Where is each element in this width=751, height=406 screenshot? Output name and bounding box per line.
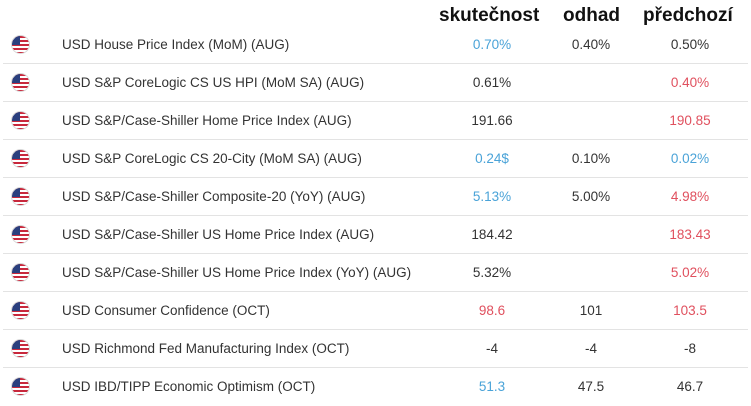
- event-row[interactable]: USD S&P/Case-Shiller Home Price Index (A…: [3, 102, 748, 140]
- actual-value: 0.61%: [472, 75, 512, 90]
- column-header-previous: předchozí: [643, 5, 733, 26]
- actual-value: 51.3: [478, 379, 506, 394]
- actual-value: 0.70%: [472, 37, 512, 52]
- previous-value: 0.50%: [670, 37, 710, 52]
- forecast-value: 0.10%: [571, 151, 611, 166]
- event-name[interactable]: USD IBD/TIPP Economic Optimism (OCT): [62, 379, 316, 394]
- previous-value: 183.43: [669, 227, 711, 242]
- actual-value: 0.24$: [475, 151, 509, 166]
- event-row[interactable]: USD House Price Index (MoM) (AUG) 0.70% …: [3, 26, 748, 64]
- event-row[interactable]: USD Consumer Confidence (OCT) 98.6 101 1…: [3, 292, 748, 330]
- event-name[interactable]: USD S&P/Case-Shiller US Home Price Index…: [62, 265, 412, 280]
- column-header-forecast: odhad: [563, 5, 620, 26]
- event-row[interactable]: USD S&P/Case-Shiller Composite-20 (YoY) …: [3, 178, 748, 216]
- event-name[interactable]: USD S&P/Case-Shiller Home Price Index (A…: [62, 113, 352, 128]
- us-flag-icon: [12, 340, 29, 357]
- actual-value: 5.32%: [472, 265, 512, 280]
- event-row[interactable]: USD S&P/Case-Shiller US Home Price Index…: [3, 254, 748, 292]
- event-row[interactable]: USD S&P CoreLogic CS US HPI (MoM SA) (AU…: [3, 64, 748, 102]
- actual-value: 98.6: [478, 303, 506, 318]
- actual-value: 184.42: [471, 227, 513, 242]
- previous-value: 46.7: [676, 379, 704, 394]
- previous-value: 4.98%: [670, 189, 710, 204]
- event-row[interactable]: USD S&P CoreLogic CS 20-City (MoM SA) (A…: [3, 140, 748, 178]
- event-name[interactable]: USD S&P/Case-Shiller US Home Price Index…: [62, 227, 375, 242]
- previous-value: 190.85: [669, 113, 711, 128]
- previous-value: -8: [683, 341, 696, 356]
- event-name[interactable]: USD S&P CoreLogic CS 20-City (MoM SA) (A…: [62, 151, 362, 166]
- us-flag-icon: [12, 378, 29, 395]
- previous-value: 0.40%: [670, 75, 710, 90]
- forecast-value: 0.40%: [571, 37, 611, 52]
- previous-value: 0.02%: [670, 151, 710, 166]
- previous-value: 103.5: [673, 303, 707, 318]
- forecast-value: 5.00%: [571, 189, 611, 204]
- us-flag-icon: [12, 150, 29, 167]
- us-flag-icon: [12, 112, 29, 129]
- event-name[interactable]: USD House Price Index (MoM) (AUG): [62, 37, 290, 52]
- forecast-value: -4: [584, 341, 597, 356]
- us-flag-icon: [12, 74, 29, 91]
- forecast-value: 101: [579, 303, 603, 318]
- us-flag-icon: [12, 302, 29, 319]
- event-row[interactable]: USD S&P/Case-Shiller US Home Price Index…: [3, 216, 748, 254]
- forecast-value: 47.5: [577, 379, 605, 394]
- event-list: USD House Price Index (MoM) (AUG) 0.70% …: [3, 26, 748, 406]
- us-flag-icon: [12, 188, 29, 205]
- us-flag-icon: [12, 226, 29, 243]
- actual-value: 5.13%: [472, 189, 512, 204]
- column-header-actual: skutečnost: [439, 5, 540, 26]
- us-flag-icon: [12, 36, 29, 53]
- event-row[interactable]: USD Richmond Fed Manufacturing Index (OC…: [3, 330, 748, 368]
- us-flag-icon: [12, 264, 29, 281]
- actual-value: -4: [485, 341, 498, 356]
- actual-value: 191.66: [471, 113, 513, 128]
- column-header-row: skutečnost odhad předchozí: [0, 0, 751, 30]
- event-row[interactable]: USD IBD/TIPP Economic Optimism (OCT) 51.…: [3, 368, 748, 406]
- event-name[interactable]: USD Richmond Fed Manufacturing Index (OC…: [62, 341, 350, 356]
- event-name[interactable]: USD S&P/Case-Shiller Composite-20 (YoY) …: [62, 189, 366, 204]
- previous-value: 5.02%: [670, 265, 710, 280]
- event-name[interactable]: USD Consumer Confidence (OCT): [62, 303, 270, 318]
- event-name[interactable]: USD S&P CoreLogic CS US HPI (MoM SA) (AU…: [62, 75, 365, 90]
